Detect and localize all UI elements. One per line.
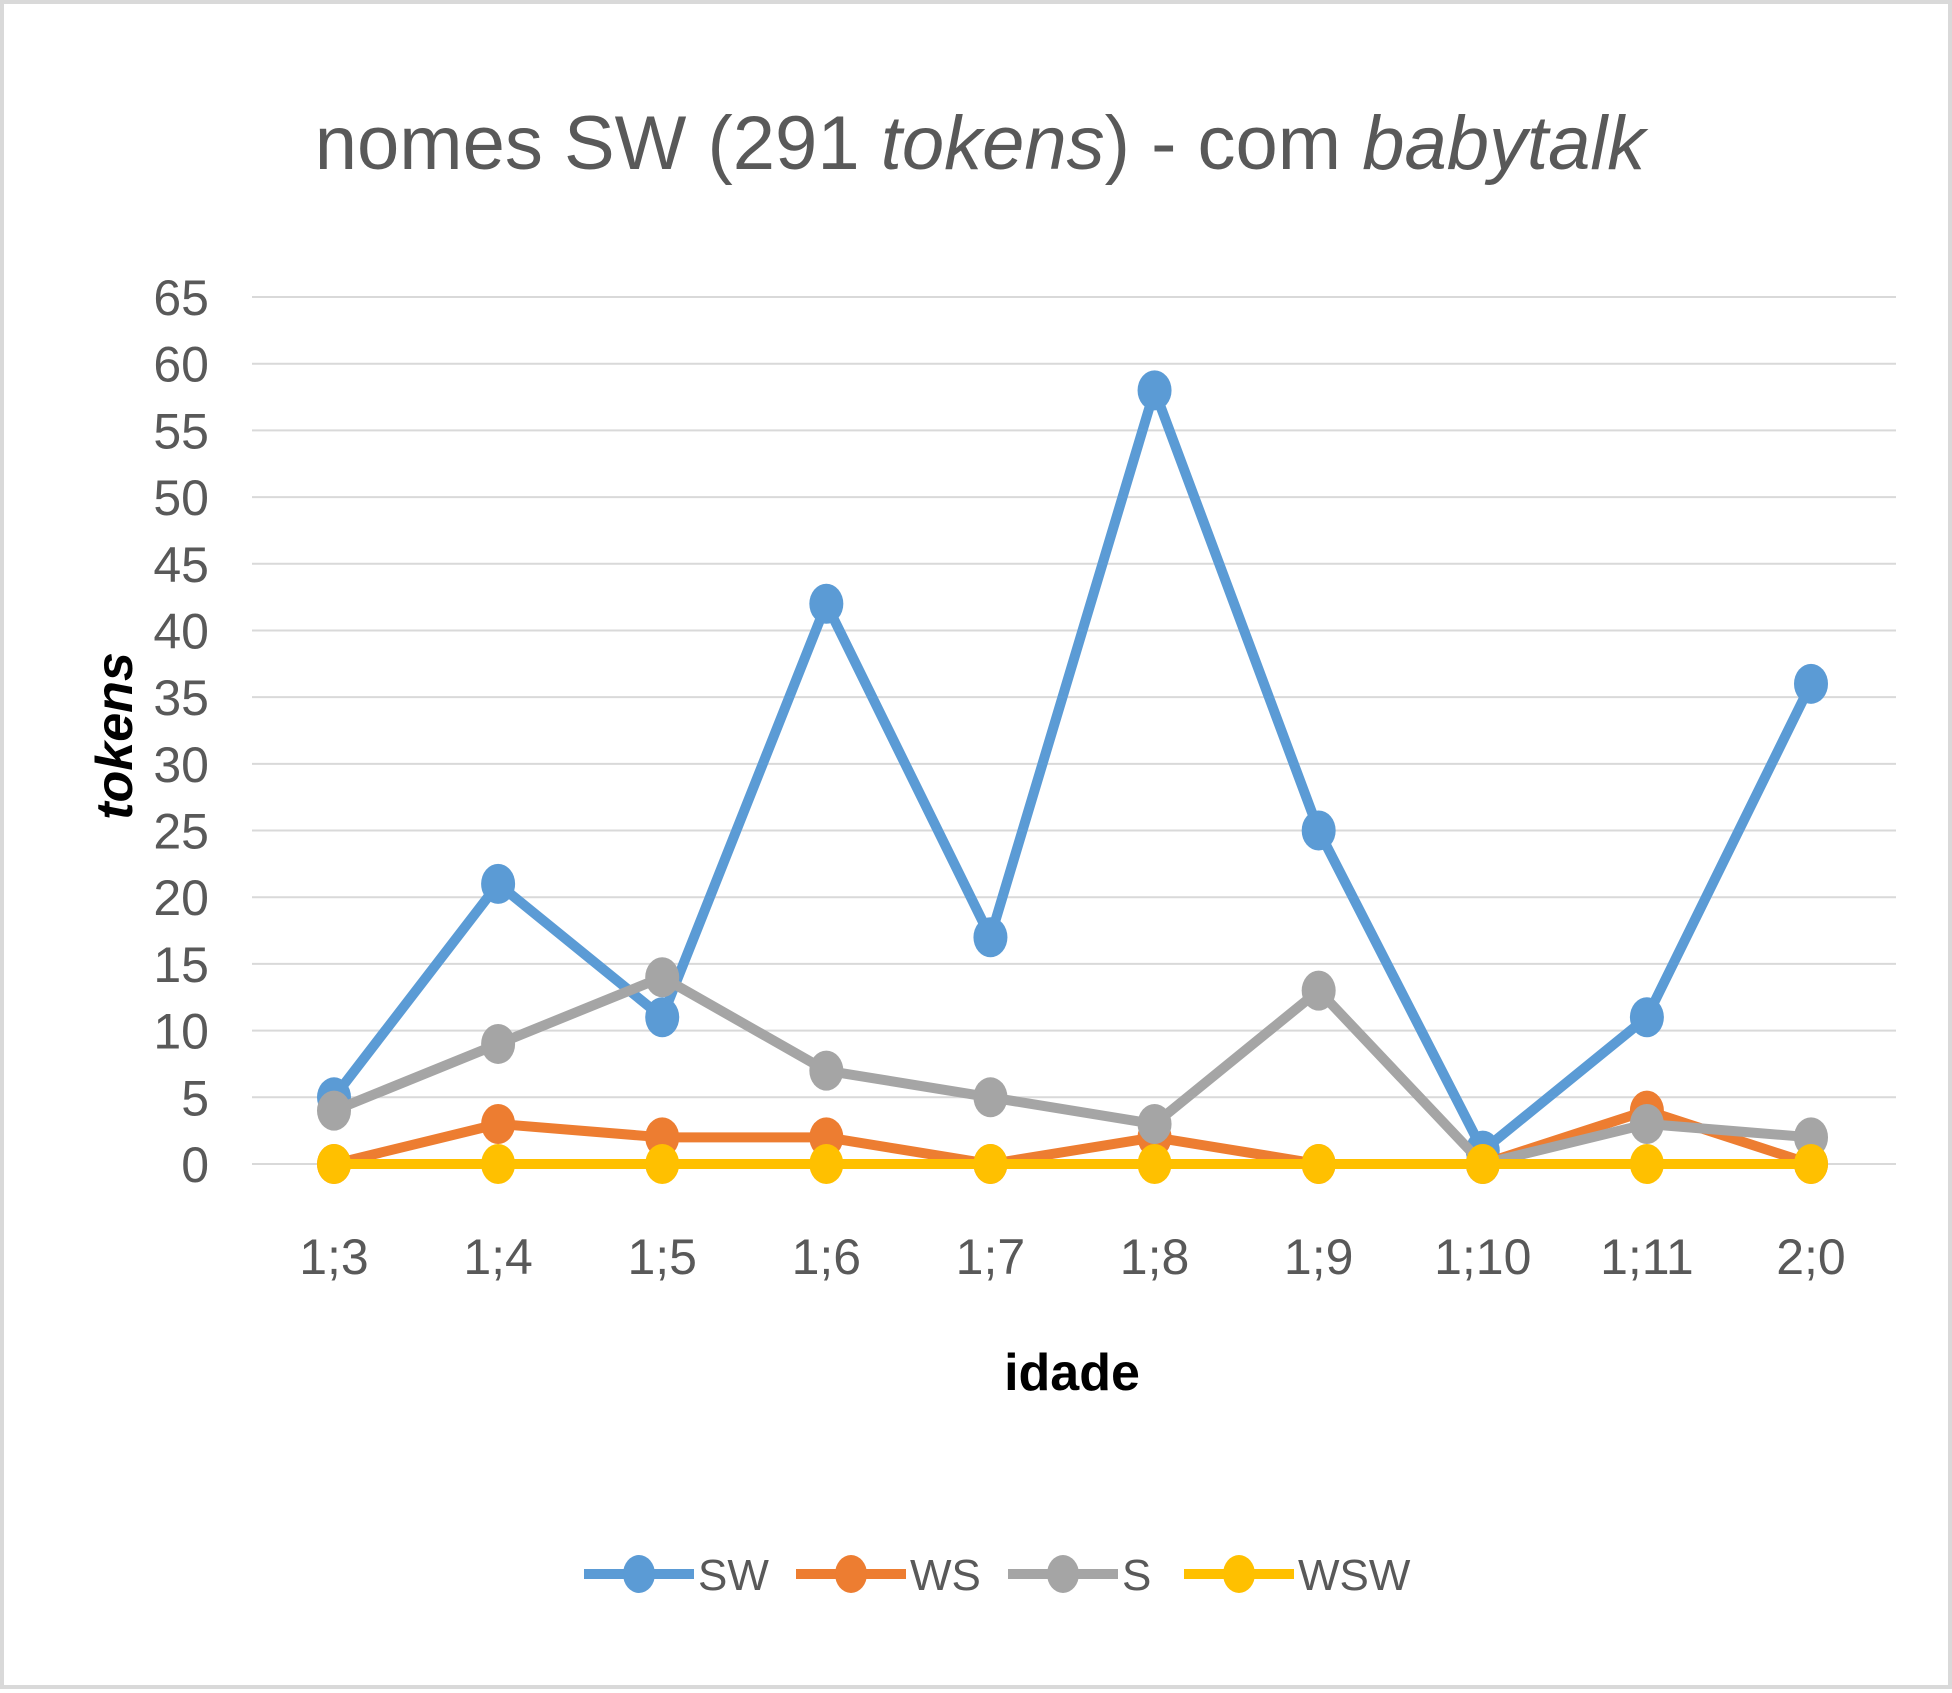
y-tick-label: 30 [153, 737, 209, 793]
data-point-s [1301, 970, 1336, 1011]
data-point-wsw [645, 1144, 680, 1184]
y-tick-label: 0 [181, 1137, 209, 1193]
data-point-wsw [481, 1144, 516, 1184]
data-point-sw [1301, 810, 1336, 851]
x-tick-label: 1;3 [299, 1229, 369, 1285]
legend-item-sw: SW [584, 1551, 769, 1600]
data-point-s [1629, 1103, 1664, 1144]
series-line-s [329, 972, 1816, 1169]
data-point-sw [973, 917, 1008, 958]
y-tick-label: 25 [153, 804, 209, 860]
legend-marker-s [1047, 1555, 1079, 1593]
legend-label-sw: SW [698, 1551, 769, 1600]
data-point-wsw [1301, 1144, 1336, 1184]
data-point-wsw [1629, 1144, 1664, 1184]
x-tick-label: 2;0 [1776, 1229, 1846, 1285]
data-point-s [481, 1023, 516, 1064]
y-tick-label: 55 [153, 403, 209, 459]
x-tick-label: 1;9 [1284, 1229, 1354, 1285]
y-tick-label: 65 [153, 270, 209, 326]
legend-label-ws: WS [910, 1551, 981, 1600]
legend-marker-wsw [1223, 1555, 1255, 1593]
chart-title-part-3: ) - com [1105, 101, 1363, 186]
data-point-wsw [973, 1144, 1008, 1184]
data-point-ws [481, 1103, 516, 1144]
y-tick-label: 40 [153, 603, 209, 659]
y-tick-label: 35 [153, 670, 209, 726]
x-tick-label: 1;4 [463, 1229, 533, 1285]
data-point-wsw [809, 1144, 844, 1184]
data-point-sw [1629, 997, 1664, 1038]
y-tick-label: 60 [153, 337, 209, 393]
data-point-wsw [317, 1144, 351, 1184]
legend-item-ws: WS [796, 1551, 981, 1600]
y-axis-title: tokens [86, 652, 144, 820]
data-point-sw [1137, 370, 1172, 411]
grid [252, 296, 1896, 1165]
data-point-s [645, 957, 680, 998]
legend-marker-sw [623, 1555, 655, 1593]
chart-title-part-4: babytalk [1362, 101, 1649, 186]
legend-item-wsw: WSW [1184, 1551, 1411, 1600]
y-tick-label: 10 [153, 1004, 209, 1060]
chart-title-part-1: nomes SW (291 [315, 101, 881, 186]
y-tick-label: 20 [153, 870, 209, 926]
data-point-wsw [1465, 1144, 1500, 1184]
x-tick-labels: 1;3 1;4 1;5 1;6 1;7 1;8 1;9 1;10 1;11 2;0 [299, 1229, 1846, 1285]
x-axis-title: idade [1004, 1344, 1140, 1402]
data-point-s [317, 1090, 351, 1131]
x-tick-label: 1;11 [1600, 1229, 1694, 1285]
legend-marker-ws [835, 1555, 867, 1593]
y-tick-label: 50 [153, 470, 209, 526]
legend-label-s: S [1122, 1551, 1151, 1600]
x-tick-label: 1;10 [1434, 1229, 1531, 1285]
legend-item-s: S [1008, 1551, 1151, 1600]
x-tick-label: 1;7 [956, 1229, 1026, 1285]
y-tick-label: 45 [153, 537, 209, 593]
chart-title-part-2: tokens [881, 101, 1105, 186]
y-tick-label: 5 [181, 1070, 209, 1126]
data-point-wsw [1137, 1144, 1172, 1184]
data-point-sw [481, 863, 516, 904]
y-tick-label: 15 [153, 937, 209, 993]
chart-svg: nomes SW (291 tokens) - com babytalk 051… [86, 101, 1896, 1600]
series-line-ws [329, 1105, 1816, 1169]
series-s [317, 957, 1828, 1184]
data-point-s [809, 1050, 844, 1091]
series [317, 370, 1828, 1184]
x-tick-label: 1;6 [792, 1229, 862, 1285]
data-point-s [973, 1077, 1008, 1118]
y-tick-labels: 0 5 10 15 20 25 30 35 40 45 50 55 60 65 [153, 270, 209, 1193]
x-tick-label: 1;8 [1120, 1229, 1190, 1285]
data-point-sw [1794, 663, 1828, 704]
data-point-s [1137, 1103, 1172, 1144]
series-wsw [317, 1144, 1828, 1184]
data-point-sw [645, 997, 680, 1038]
data-point-sw [809, 583, 844, 624]
legend-label-wsw: WSW [1298, 1551, 1411, 1600]
series-line-sw [329, 385, 1816, 1156]
series-sw [317, 370, 1828, 1171]
x-tick-label: 1;5 [627, 1229, 697, 1285]
data-point-wsw [1794, 1144, 1828, 1184]
chart-title: nomes SW (291 tokens) - com babytalk [315, 101, 1650, 186]
legend: SW WS S WSW [584, 1551, 1411, 1600]
